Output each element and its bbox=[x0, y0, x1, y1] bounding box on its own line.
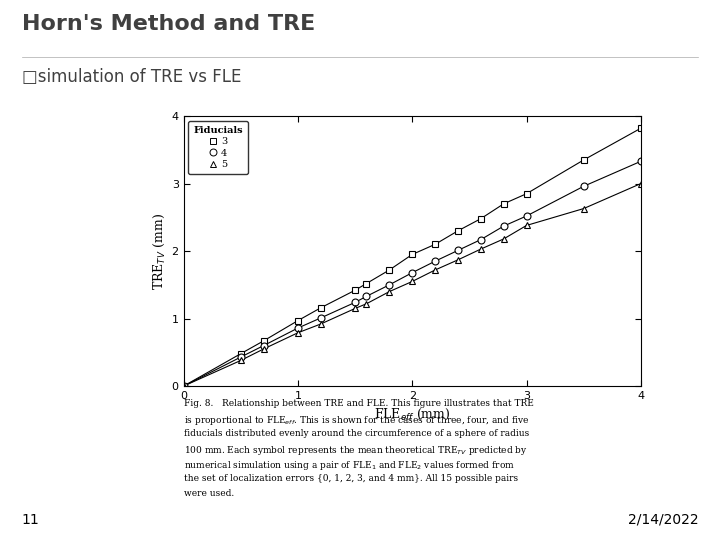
Text: were used.: were used. bbox=[184, 489, 234, 498]
4 bbox=[317, 315, 325, 321]
3 bbox=[362, 280, 371, 287]
Text: Fig. 8.   Relationship between TRE and FLE. This figure illustrates that TRE: Fig. 8. Relationship between TRE and FLE… bbox=[184, 399, 534, 408]
3 bbox=[179, 383, 188, 389]
Y-axis label: TRE$_{TV}$ (mm): TRE$_{TV}$ (mm) bbox=[152, 213, 168, 289]
5 bbox=[477, 246, 485, 252]
4 bbox=[522, 213, 531, 219]
4 bbox=[236, 354, 245, 360]
3 bbox=[385, 267, 394, 273]
5 bbox=[236, 357, 245, 364]
Text: □simulation of TRE vs FLE: □simulation of TRE vs FLE bbox=[22, 68, 241, 85]
X-axis label: FLE$_{eff}$ (mm): FLE$_{eff}$ (mm) bbox=[374, 407, 451, 422]
Text: is proportional to FLE$_{eff}$. This is shown for the cases of three, four, and : is proportional to FLE$_{eff}$. This is … bbox=[184, 414, 529, 427]
5 bbox=[362, 300, 371, 307]
Text: numerical simulation using a pair of FLE$_1$ and FLE$_2$ values formed from: numerical simulation using a pair of FLE… bbox=[184, 459, 514, 472]
5 bbox=[431, 267, 439, 273]
4 bbox=[351, 299, 359, 306]
4 bbox=[477, 237, 485, 243]
4 bbox=[454, 247, 462, 254]
3 bbox=[522, 191, 531, 197]
4 bbox=[259, 342, 268, 349]
4 bbox=[499, 223, 508, 230]
3 bbox=[454, 228, 462, 234]
4 bbox=[179, 383, 188, 389]
5 bbox=[294, 329, 302, 336]
3 bbox=[477, 215, 485, 222]
3 bbox=[408, 251, 416, 258]
Text: Horn's Method and TRE: Horn's Method and TRE bbox=[22, 14, 315, 33]
4 bbox=[362, 293, 371, 300]
5 bbox=[522, 222, 531, 229]
3 bbox=[431, 241, 439, 247]
Text: fiducials distributed evenly around the circumference of a sphere of radius: fiducials distributed evenly around the … bbox=[184, 429, 529, 438]
Text: 100 mm. Each symbol represents the mean theoretical TRE$_{TV}$ predicted by: 100 mm. Each symbol represents the mean … bbox=[184, 444, 527, 457]
4 bbox=[385, 282, 394, 288]
3 bbox=[636, 125, 645, 132]
3 bbox=[499, 201, 508, 207]
3 bbox=[236, 350, 245, 357]
5 bbox=[317, 321, 325, 327]
Text: the set of localization errors {0, 1, 2, 3, and 4 mm}. All 15 possible pairs: the set of localization errors {0, 1, 2,… bbox=[184, 474, 518, 483]
4 bbox=[408, 269, 416, 276]
5 bbox=[499, 236, 508, 242]
5 bbox=[580, 205, 588, 212]
5 bbox=[179, 383, 188, 389]
3 bbox=[317, 305, 325, 311]
4 bbox=[636, 158, 645, 165]
4 bbox=[294, 325, 302, 331]
5 bbox=[385, 288, 394, 295]
Line: 5: 5 bbox=[180, 180, 644, 389]
Line: 4: 4 bbox=[180, 158, 644, 389]
3 bbox=[259, 338, 268, 344]
5 bbox=[259, 346, 268, 352]
3 bbox=[580, 157, 588, 163]
5 bbox=[636, 180, 645, 187]
4 bbox=[431, 258, 439, 265]
4 bbox=[580, 183, 588, 190]
5 bbox=[408, 278, 416, 285]
5 bbox=[454, 256, 462, 263]
3 bbox=[294, 318, 302, 324]
Text: 11: 11 bbox=[22, 512, 40, 526]
3 bbox=[351, 287, 359, 294]
Legend: 3, 4, 5: 3, 4, 5 bbox=[189, 121, 248, 174]
Text: 2/14/2022: 2/14/2022 bbox=[628, 512, 698, 526]
Line: 3: 3 bbox=[180, 125, 644, 389]
5 bbox=[351, 305, 359, 312]
